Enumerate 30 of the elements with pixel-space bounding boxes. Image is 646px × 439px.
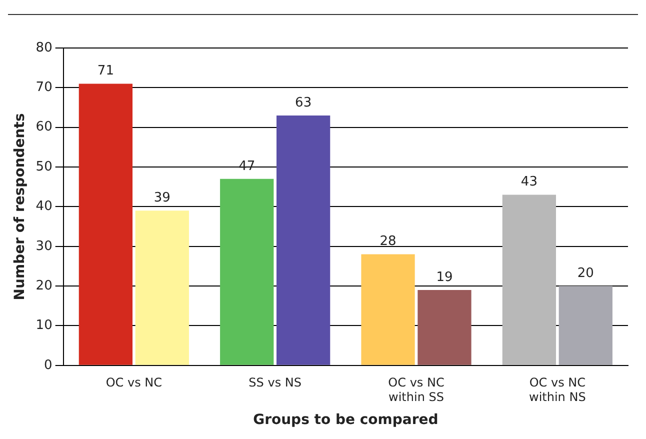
y-tick-label: 80 (36, 40, 52, 56)
data-label: 63 (295, 95, 312, 110)
bar (78, 84, 133, 365)
data-label: 19 (436, 270, 453, 285)
y-tick-label: 60 (36, 120, 52, 135)
data-label: 71 (97, 64, 114, 79)
bar (502, 194, 556, 365)
bar (135, 210, 189, 365)
y-tick-label: 10 (36, 318, 52, 334)
x-tick-label: SS vs NS (248, 376, 302, 390)
data-label: 39 (154, 190, 170, 206)
x-axis-title: Groups to be compared (253, 412, 438, 428)
bar (418, 290, 472, 365)
bar (276, 115, 330, 365)
bar (558, 286, 612, 365)
bar (361, 254, 415, 365)
y-tick-label: 20 (36, 278, 52, 294)
data-label: 28 (380, 234, 396, 250)
y-tick-label: 50 (36, 159, 52, 174)
bar (220, 178, 274, 365)
y-tick-label: 0 (44, 358, 52, 373)
data-label: 43 (520, 174, 538, 190)
data-label: 20 (577, 266, 594, 281)
y-tick-label: 30 (36, 238, 52, 254)
y-axis-title: Number of respondents (12, 113, 28, 300)
y-tick-label: 40 (36, 199, 52, 214)
x-tick-label: OC vs NC within SS (388, 376, 444, 404)
x-tick-label: OC vs NC (106, 376, 162, 390)
x-tick-label: OC vs NC within NS (529, 376, 586, 404)
y-tick-label: 70 (36, 80, 52, 96)
